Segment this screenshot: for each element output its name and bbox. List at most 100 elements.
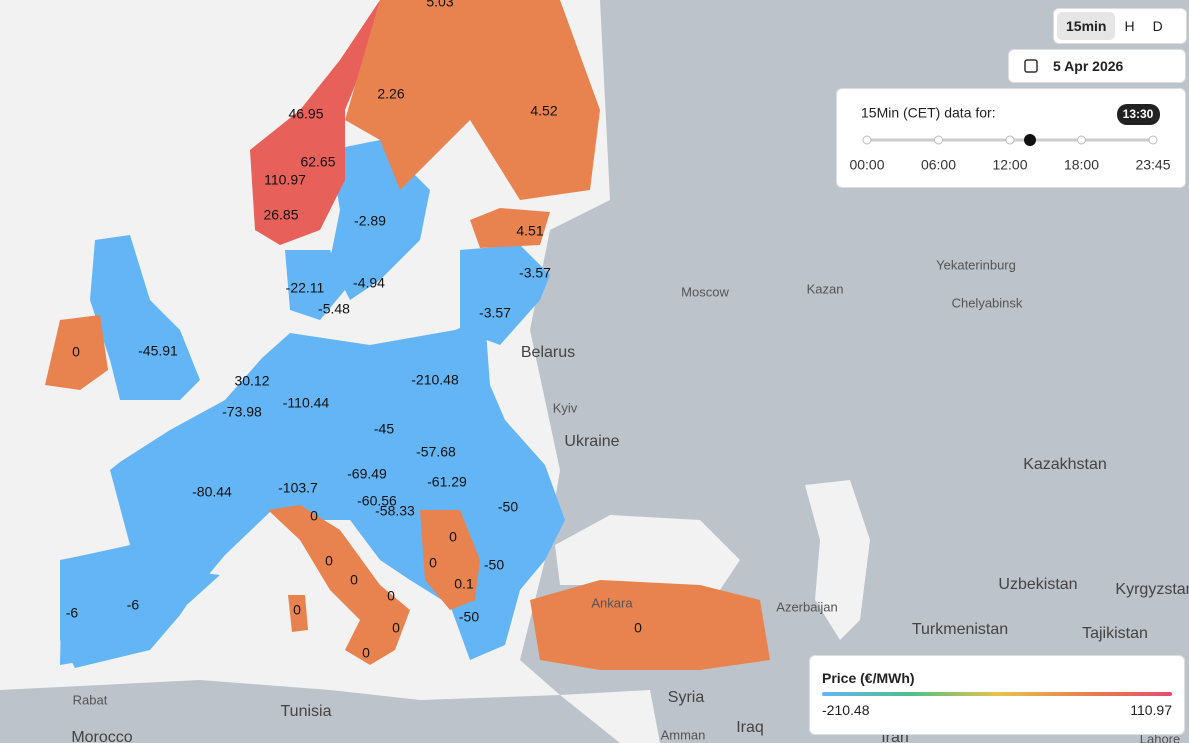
place-label: Uzbekistan (998, 576, 1077, 593)
price-label: -50 (498, 499, 518, 515)
place-label: Iraq (736, 719, 764, 736)
zone-blue (90, 235, 200, 400)
price-label: -73.98 (222, 404, 262, 420)
legend-max: 110.97 (1130, 702, 1172, 718)
place-label: Ukraine (564, 433, 619, 450)
slider-stop (862, 135, 872, 145)
time-badge-text: 13:30 (1123, 107, 1154, 121)
price-label: -4.94 (353, 275, 385, 291)
slider-stop (1077, 135, 1086, 145)
place-label: Yekaterinburg (936, 257, 1016, 272)
price-label: 5.03 (426, 0, 453, 10)
place-label: Azerbaijan (776, 599, 837, 614)
price-label: -69.49 (347, 466, 387, 482)
zone-orange (345, 0, 600, 200)
price-label: -3.57 (479, 305, 511, 321)
price-label: 0 (310, 508, 318, 524)
price-label: 0 (325, 553, 333, 569)
zone-orange (420, 510, 480, 610)
zone-orange (288, 595, 308, 632)
period-button[interactable]: H (1124, 18, 1135, 34)
panel-title: 15Min (CET) data for: (861, 105, 996, 121)
price-label: 2.26 (377, 86, 404, 102)
price-label: 0 (449, 529, 457, 545)
price-label: 26.85 (263, 207, 298, 223)
price-label: 110.97 (264, 172, 306, 188)
period-button[interactable]: D (1152, 18, 1163, 34)
price-label: -2.89 (354, 213, 386, 229)
date-text: 5 Apr 2026 (1053, 58, 1124, 74)
price-label: 0 (387, 588, 395, 604)
place-label: Morocco (71, 729, 132, 743)
slider-tick-label: 00:00 (849, 157, 884, 173)
zone-blue (60, 550, 220, 668)
price-label: -50 (459, 609, 479, 625)
price-label: -80.44 (192, 484, 232, 500)
price-label: 62.65 (300, 154, 335, 170)
place-label: Kyiv (553, 400, 578, 415)
sea (555, 515, 740, 590)
place-label: Turkmenistan (912, 621, 1008, 638)
period-button[interactable]: 15min (1057, 12, 1116, 40)
price-label: 0 (72, 344, 80, 360)
price-label: -45 (374, 421, 394, 437)
place-label: Tajikistan (1082, 625, 1148, 642)
price-label: -61.29 (427, 474, 467, 490)
place-label: Rabat (73, 692, 108, 707)
place-label: Kazakhstan (1023, 456, 1107, 473)
sea (805, 480, 870, 640)
price-label: 30.12 (234, 373, 269, 389)
price-label: -3.57 (519, 265, 551, 281)
place-label: Lahore (1140, 731, 1180, 743)
price-label: -110.44 (283, 395, 330, 411)
legend-min: -210.48 (822, 702, 870, 718)
land (0, 680, 620, 743)
price-label: -6 (127, 597, 140, 613)
time-slider[interactable]: 15Min (CET) data for: 13:30 00:00 06:00 12… (837, 89, 1185, 187)
place-label: Moscow (681, 284, 729, 299)
legend-title: Price (€/MWh) (822, 670, 915, 686)
price-label: -60.56 (357, 493, 397, 509)
slider-tick-label: 12:00 (992, 157, 1027, 173)
price-label: 0 (429, 555, 437, 571)
slider-stop (934, 135, 943, 145)
time-panel: 15Min (CET) data for: 13:30 00:00 06:00 12… (836, 88, 1186, 188)
place-label: Kazan (807, 281, 844, 296)
price-label: 0 (293, 602, 301, 618)
calendar-icon (1024, 59, 1038, 73)
legend: Price (€/MWh) -210.48 110.97 (809, 655, 1185, 735)
slider-stop (1148, 135, 1158, 145)
price-label: 0 (362, 645, 370, 661)
date-picker[interactable]: 5 Apr 2026 (1008, 49, 1186, 83)
price-label: -210.48 (411, 372, 459, 388)
time-badge (1117, 104, 1160, 125)
slider-tick-label: 06:00 (921, 157, 956, 173)
zone-blue (460, 245, 550, 345)
slider-handle[interactable] (1024, 134, 1036, 146)
place-label: Tunisia (281, 703, 332, 720)
price-label: 4.51 (516, 223, 543, 239)
place-label: Chelyabinsk (952, 295, 1023, 310)
price-label: -103.7 (278, 480, 318, 496)
slider-tick-label: 18:00 (1064, 157, 1099, 173)
zone-blue (285, 250, 345, 320)
place-label: Amman (661, 727, 706, 742)
price-label: 0.1 (454, 576, 474, 592)
zone-red (250, 0, 390, 245)
slider-tick-label: 23:45 (1135, 157, 1170, 173)
period-toggle: 15min H D (1053, 8, 1187, 44)
price-label: -22.11 (286, 280, 325, 296)
price-label: 46.95 (288, 106, 323, 122)
price-label: 0 (350, 572, 358, 588)
price-label: 0 (392, 620, 400, 636)
slider-stop (1005, 135, 1015, 145)
price-label: -5.48 (318, 301, 350, 317)
price-label: 0 (634, 620, 642, 636)
zone-orange (45, 315, 108, 390)
price-label: -50 (484, 557, 504, 573)
legend-gradient (822, 692, 1172, 696)
price-label: -6 (66, 605, 79, 621)
place-label: Ankara (591, 595, 633, 610)
zone-orange (470, 208, 550, 248)
